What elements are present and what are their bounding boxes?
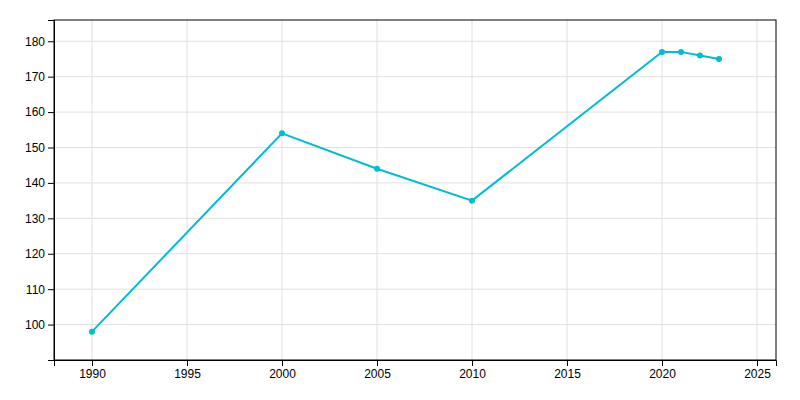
tick-mark bbox=[282, 360, 283, 366]
tick: 2000 bbox=[269, 360, 296, 381]
marker bbox=[279, 130, 285, 136]
plot-frame bbox=[54, 20, 776, 360]
tick: 110 bbox=[26, 283, 54, 297]
grid-line-x bbox=[567, 20, 568, 360]
grid-line-y bbox=[54, 324, 776, 325]
tick: 120 bbox=[25, 247, 54, 261]
y-axis: 100 110 120 130 140 150 160 170 180 bbox=[25, 21, 55, 361]
tick-label: 120 bbox=[25, 247, 45, 261]
tick-label: 2010 bbox=[459, 367, 486, 381]
tick-mark bbox=[187, 360, 188, 366]
grid-line-y bbox=[54, 41, 776, 42]
axis-line bbox=[48, 21, 55, 361]
tick-label: 1990 bbox=[79, 367, 106, 381]
x-axis: 1990 1995 2000 2005 2010 2015 2020 2025 bbox=[55, 360, 777, 381]
tick-label: 2015 bbox=[554, 367, 581, 381]
grid-line-x bbox=[472, 20, 473, 360]
grid-line-x bbox=[757, 20, 758, 360]
grid-line-y bbox=[54, 253, 776, 254]
chart: 1990 1995 2000 2005 2010 2015 2020 2025 100 110 12… bbox=[0, 0, 800, 400]
axis-line bbox=[55, 361, 777, 367]
tick-label: 110 bbox=[26, 283, 45, 297]
tick-mark bbox=[48, 254, 54, 255]
tick-mark bbox=[48, 183, 54, 184]
grid-line-x bbox=[662, 20, 663, 360]
tick: 1995 bbox=[174, 360, 201, 381]
tick: 2010 bbox=[459, 360, 486, 381]
tick-label: 150 bbox=[25, 141, 45, 155]
grid-line-y bbox=[54, 218, 776, 219]
marks bbox=[89, 49, 722, 335]
marker bbox=[678, 49, 684, 55]
marker bbox=[469, 198, 475, 204]
grid-line-x bbox=[187, 20, 188, 360]
tick-label: 130 bbox=[25, 212, 45, 226]
tick-mark bbox=[567, 360, 568, 366]
tick-label: 100 bbox=[25, 318, 45, 332]
grid-line-y bbox=[54, 147, 776, 148]
tick: 140 bbox=[25, 176, 54, 190]
tick-mark bbox=[92, 360, 93, 366]
tick: 1990 bbox=[79, 360, 106, 381]
grid-line-y bbox=[54, 289, 776, 290]
tick: 2025 bbox=[744, 360, 771, 381]
tick-mark bbox=[757, 360, 758, 366]
marker bbox=[716, 56, 722, 62]
tick-label: 2025 bbox=[744, 367, 771, 381]
tick: 2015 bbox=[554, 360, 581, 381]
tick-mark bbox=[48, 77, 54, 78]
grid bbox=[54, 20, 776, 360]
line bbox=[92, 52, 719, 332]
tick-label: 140 bbox=[25, 176, 45, 190]
tick: 170 bbox=[25, 70, 54, 84]
tick: 180 bbox=[25, 35, 54, 49]
tick-label: 160 bbox=[25, 105, 45, 119]
tick: 2005 bbox=[364, 360, 391, 381]
tick-mark bbox=[662, 360, 663, 366]
tick-mark bbox=[48, 325, 54, 326]
grid-line-x bbox=[282, 20, 283, 360]
tick-mark bbox=[48, 41, 54, 42]
tick: 150 bbox=[25, 141, 54, 155]
tick-label: 170 bbox=[25, 70, 45, 84]
grid-line-x bbox=[377, 20, 378, 360]
tick-label: 180 bbox=[25, 35, 45, 49]
tick: 130 bbox=[25, 212, 54, 226]
tick-label: 2005 bbox=[364, 367, 391, 381]
marker bbox=[659, 49, 665, 55]
tick: 2020 bbox=[649, 360, 676, 381]
tick-mark bbox=[48, 112, 54, 113]
tick-label: 2020 bbox=[649, 367, 676, 381]
marker bbox=[697, 52, 703, 58]
tick-mark bbox=[472, 360, 473, 366]
tick-mark bbox=[48, 289, 54, 290]
grid-line-y bbox=[54, 76, 776, 77]
tick: 100 bbox=[25, 318, 54, 332]
tick-label: 1995 bbox=[174, 367, 201, 381]
marker bbox=[374, 166, 380, 172]
tick: 160 bbox=[25, 105, 54, 119]
tick-mark bbox=[48, 218, 54, 219]
marker bbox=[89, 329, 95, 335]
tick-mark bbox=[377, 360, 378, 366]
plot-area: 1990 1995 2000 2005 2010 2015 2020 2025 100 110 12… bbox=[25, 20, 777, 381]
grid-line-y bbox=[54, 112, 776, 113]
tick-label: 2000 bbox=[269, 367, 296, 381]
tick-mark bbox=[48, 148, 54, 149]
grid-line-y bbox=[54, 182, 776, 183]
grid-line-x bbox=[92, 20, 93, 360]
